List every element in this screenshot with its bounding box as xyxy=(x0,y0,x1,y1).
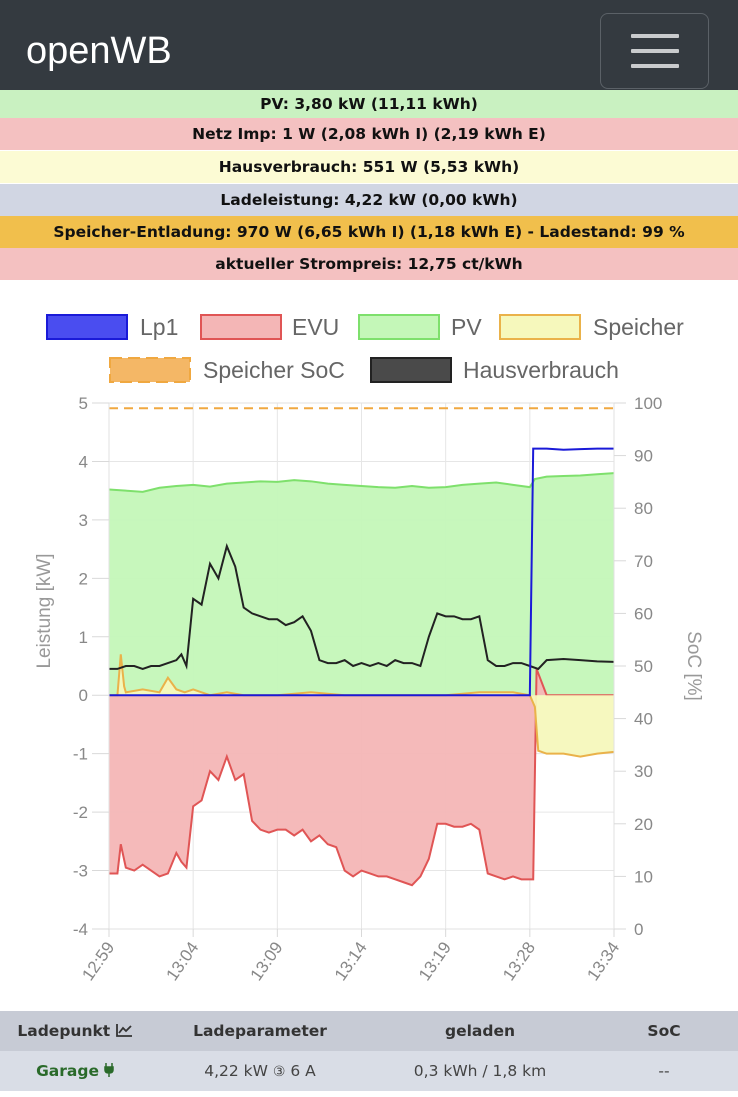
lp1-line xyxy=(109,447,614,697)
legend-label: Speicher xyxy=(593,314,684,340)
charge-point-label: Garage xyxy=(36,1062,99,1080)
menu-toggle-button[interactable] xyxy=(600,13,709,89)
legend-item-pv[interactable]: PV xyxy=(358,314,482,340)
legend-swatch xyxy=(46,314,128,340)
legend-label: PV xyxy=(451,314,482,340)
table-row: Garage 4,22 kW ③ 6 A 0,3 kWh / 1,8 km -- xyxy=(0,1051,738,1091)
y-tick-label: 1 xyxy=(79,628,88,647)
legend-swatch xyxy=(109,357,191,383)
hamburger-icon-line xyxy=(631,34,679,38)
legend-label: Lp1 xyxy=(140,314,178,340)
hausverbrauch-line xyxy=(109,543,615,671)
y-tick-label: -3 xyxy=(73,862,88,881)
col-header-soc: SoC xyxy=(590,1011,738,1051)
hamburger-icon-line xyxy=(631,64,679,68)
x-tick-label: 12:59 xyxy=(78,938,118,984)
y2-tick-label: 60 xyxy=(634,604,653,623)
y-tick-label: -4 xyxy=(73,920,88,939)
col-header-geladen: geladen xyxy=(370,1011,590,1051)
speicher-area xyxy=(109,654,614,757)
hamburger-icon-line xyxy=(631,49,679,53)
y2-tick-label: 30 xyxy=(634,762,653,781)
pv-area xyxy=(109,473,614,696)
grid-status-bar: Netz Imp: 1 W (2,08 kWh I) (2,19 kWh E) xyxy=(0,118,738,150)
x-tick-label: 13:14 xyxy=(331,938,371,984)
legend-swatch xyxy=(358,314,440,340)
charge-point-table: Ladepunkt Ladeparameter geladen SoC Gara… xyxy=(0,1011,738,1091)
power-chart[interactable]: Lp1 EVU PV Speicher Speicher SoC Hausverbrauc… xyxy=(0,290,738,1010)
navbar: openWB xyxy=(0,0,738,106)
y2-tick-label: 90 xyxy=(634,447,653,466)
y-tick-label: 3 xyxy=(79,511,88,530)
plug-icon xyxy=(104,1063,114,1077)
y2-tick-label: 40 xyxy=(634,710,653,729)
x-tick-label: 13:09 xyxy=(247,938,287,984)
legend-item-hausverbrauch[interactable]: Hausverbrauch xyxy=(370,357,619,383)
battery-status-bar: Speicher-Entladung: 970 W (6,65 kWh I) (… xyxy=(0,216,738,248)
charge-parameters: 4,22 kW ③ 6 A xyxy=(150,1051,370,1091)
phase-circle-3-icon: ③ xyxy=(272,1064,286,1080)
pv-status-bar: PV: 3,80 kW (11,11 kWh) xyxy=(0,90,738,118)
legend-swatch xyxy=(370,357,452,383)
grid-status-text: Netz Imp: 1 W (2,08 kWh I) (2,19 kWh E) xyxy=(192,125,546,143)
y2-tick-label: 80 xyxy=(634,499,653,518)
evu-line xyxy=(109,668,614,887)
legend-label: Hausverbrauch xyxy=(463,357,619,383)
house-status-bar: Hausverbrauch: 551 W (5,53 kWh) xyxy=(0,151,738,183)
legend-item-evu[interactable]: EVU xyxy=(200,314,339,340)
y2-tick-label: 70 xyxy=(634,552,653,571)
y2-tick-label: 100 xyxy=(634,394,662,413)
legend-swatch xyxy=(200,314,282,340)
pv-status-text: PV: 3,80 kW (11,11 kWh) xyxy=(260,95,478,113)
house-status-text: Hausverbrauch: 551 W (5,53 kWh) xyxy=(218,158,520,176)
chart-line-icon[interactable] xyxy=(115,1023,133,1037)
y2-tick-label: 20 xyxy=(634,815,653,834)
charged-energy-value: 0,3 kWh / 1,8 km xyxy=(370,1051,590,1091)
price-status-bar: aktueller Strompreis: 12,75 ct/kWh xyxy=(0,248,738,280)
price-status-text: aktueller Strompreis: 12,75 ct/kWh xyxy=(215,255,523,273)
legend-label: Speicher SoC xyxy=(203,357,345,383)
x-tick-label: 13:19 xyxy=(415,938,455,984)
charge-status-bar: Ladeleistung: 4,22 kW (0,00 kWh) xyxy=(0,184,738,216)
col-header-ladepunkt[interactable]: Ladepunkt xyxy=(0,1011,150,1051)
y2-tick-label: 10 xyxy=(634,867,653,886)
y-tick-label: 5 xyxy=(79,394,88,413)
y2-tick-label: 50 xyxy=(634,657,653,676)
chart-plot-area xyxy=(108,402,615,930)
chart-legend: Lp1 EVU PV Speicher Speicher SoC Hausverbrauc… xyxy=(46,314,684,383)
x-tick-label: 13:28 xyxy=(499,938,539,984)
legend-item-lp1[interactable]: Lp1 xyxy=(46,314,178,340)
legend-label: EVU xyxy=(292,314,339,340)
evu-area xyxy=(109,668,614,886)
table-header-row: Ladepunkt Ladeparameter geladen SoC xyxy=(0,1011,738,1051)
charge-power-value: 4,22 kW xyxy=(204,1062,268,1080)
col-header-ladeparameter: Ladeparameter xyxy=(150,1011,370,1051)
brand-title[interactable]: openWB xyxy=(26,30,172,72)
x-tick-label: 13:04 xyxy=(162,938,202,984)
legend-item-speicher[interactable]: Speicher xyxy=(499,314,684,340)
y-tick-label: 4 xyxy=(79,452,88,471)
pv-line xyxy=(108,472,615,493)
legend-swatch xyxy=(499,314,581,340)
x-tick-label: 13:34 xyxy=(583,938,623,984)
y2-axis-label: SoC [%] xyxy=(683,631,704,701)
y-axis-label: Leistung [kW] xyxy=(34,553,55,668)
charge-status-text: Ladeleistung: 4,22 kW (0,00 kWh) xyxy=(220,191,518,209)
col-header-ladepunkt-label: Ladepunkt xyxy=(17,1022,111,1040)
charge-current-value: 6 A xyxy=(290,1062,316,1080)
legend-item-speicher-soc[interactable]: Speicher SoC xyxy=(109,357,345,383)
y-tick-label: -1 xyxy=(73,745,88,764)
soc-value: -- xyxy=(590,1051,738,1091)
charge-point-name[interactable]: Garage xyxy=(0,1051,150,1091)
y-tick-label: 2 xyxy=(79,569,88,588)
y2-tick-label: 0 xyxy=(634,920,643,939)
y-tick-label: -2 xyxy=(73,803,88,822)
y-tick-label: 0 xyxy=(79,686,88,705)
battery-status-text: Speicher-Entladung: 970 W (6,65 kWh I) (… xyxy=(53,223,685,241)
